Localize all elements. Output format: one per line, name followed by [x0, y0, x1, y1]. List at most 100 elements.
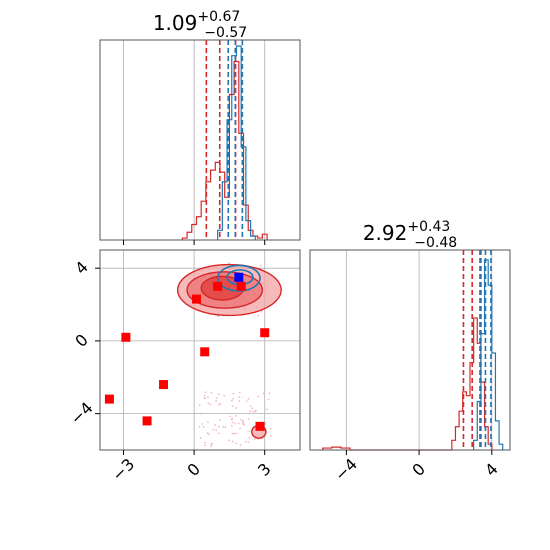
sample-point [231, 405, 234, 407]
sample-point [245, 400, 248, 403]
red-marker [260, 328, 270, 338]
red-marker [121, 332, 131, 342]
marginal-y-panel: −4 0 4 2.92+0.43 −0.48 [309, 219, 511, 485]
y-tick-label: 0 [71, 330, 92, 351]
sample-point [204, 391, 207, 394]
sample-point [209, 403, 212, 406]
sample-point [198, 425, 201, 428]
sample-point [240, 418, 242, 421]
x-tick-label: 3 [254, 459, 275, 480]
sample-point [232, 392, 235, 395]
sample-point [230, 399, 233, 402]
blue-histogram-series [473, 259, 504, 450]
sample-point [231, 440, 234, 443]
panel-frame [99, 39, 301, 241]
sample-point [239, 427, 241, 430]
marginal-x-panel: 1.09+0.67 −0.57 [99, 9, 301, 245]
red-histogram-series [181, 60, 268, 240]
panel-background [310, 250, 510, 450]
title-value: 2.92 [363, 221, 408, 245]
sample-point [242, 421, 244, 424]
sample-point [222, 425, 225, 428]
x-tick-label: −4 [331, 455, 361, 485]
sample-point [249, 410, 251, 412]
sample-point [203, 394, 206, 397]
red-marker [191, 294, 201, 304]
y-tick-label: 4 [71, 258, 92, 279]
red-marker [142, 416, 152, 426]
sample-point [198, 404, 201, 407]
sample-point [259, 264, 262, 267]
sample-point [218, 425, 220, 428]
sample-point [210, 445, 213, 448]
sample-point [239, 444, 242, 446]
sample-point [215, 429, 218, 432]
sample-point [251, 410, 254, 413]
title-lower-error: −0.48 [414, 235, 457, 251]
sample-point [207, 402, 210, 404]
title-upper-error: +0.67 [197, 9, 240, 25]
sample-point [217, 432, 220, 435]
sample-point [203, 397, 206, 400]
panel-frame [99, 249, 301, 451]
sample-point [215, 397, 218, 400]
sample-point [204, 444, 206, 447]
red-marker [255, 421, 265, 431]
sample-point [231, 432, 234, 435]
sample-point [266, 408, 268, 411]
blue-density-contour [216, 264, 261, 292]
sample-point [231, 424, 233, 427]
sample-point [238, 391, 241, 394]
sample-point [254, 410, 256, 413]
sample-point [218, 403, 221, 406]
sample-point [202, 426, 205, 428]
sample-point [235, 407, 238, 409]
sample-point [232, 397, 235, 400]
sample-point [248, 436, 251, 439]
sample-point [211, 428, 214, 431]
sample-point [253, 438, 256, 441]
sample-point [235, 442, 237, 445]
sample-point [243, 423, 246, 426]
sample-point [242, 419, 244, 422]
blue-histogram-series [217, 45, 256, 240]
red-histogram-series [322, 317, 493, 451]
sample-point [262, 392, 265, 395]
title-upper-error: +0.43 [407, 219, 450, 235]
sample-point [268, 392, 271, 395]
sample-point [238, 396, 241, 398]
x-tick-label: 4 [481, 459, 502, 480]
sample-point [247, 418, 250, 421]
sample-point [206, 396, 209, 399]
x-tick-label: 0 [408, 459, 429, 480]
sample-point [206, 432, 209, 434]
sample-point [257, 314, 260, 317]
sample-point [264, 422, 267, 425]
sample-point [199, 437, 202, 439]
sample-point [247, 441, 250, 444]
marginal-x-title: 1.09+0.67 −0.57 [153, 9, 247, 41]
red-marker [159, 380, 169, 390]
sample-point [248, 430, 251, 432]
marginal-y-title: 2.92+0.43 −0.48 [363, 219, 457, 251]
y-tick-label: −4 [67, 398, 97, 428]
sample-point [210, 391, 213, 394]
sample-point [235, 432, 238, 435]
sample-point [231, 421, 234, 424]
sample-point [210, 443, 213, 446]
sample-point [207, 421, 209, 424]
sample-point [214, 423, 216, 426]
sample-point [200, 412, 202, 415]
x-tick-label: −3 [108, 455, 138, 485]
sample-point [233, 432, 236, 435]
title-lower-error: −0.57 [204, 25, 247, 41]
sample-point [260, 310, 263, 313]
sample-point [201, 422, 204, 425]
sample-point [249, 405, 252, 408]
sample-point [269, 427, 272, 430]
sample-point [215, 400, 218, 402]
x-tick-label: 0 [183, 459, 204, 480]
sample-point [218, 393, 220, 396]
sample-point [247, 398, 250, 400]
